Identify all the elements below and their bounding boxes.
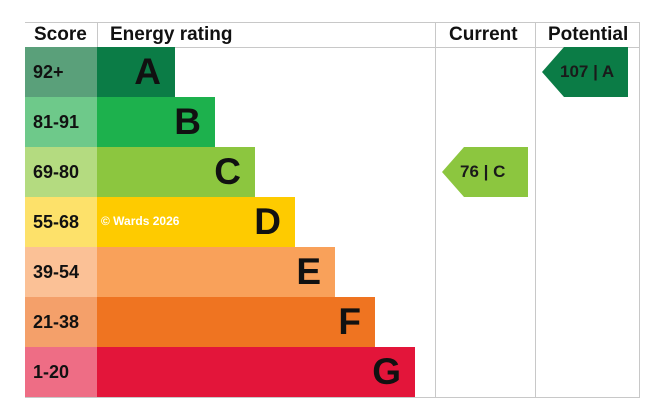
header-bottom-border xyxy=(25,47,639,48)
score-column-divider xyxy=(97,22,98,47)
rating-bar-b: B xyxy=(97,97,215,147)
rating-letter-f: F xyxy=(338,301,361,342)
rating-letter-b: B xyxy=(174,101,201,142)
rating-bar-a: A xyxy=(97,47,175,97)
score-range-a: 92+ xyxy=(25,47,97,97)
header-current: Current xyxy=(449,24,518,45)
score-range-d: 55-68 xyxy=(25,197,97,247)
rating-letter-d: D xyxy=(254,201,281,242)
rating-letter-c: C xyxy=(214,151,241,192)
rating-bar-d: D xyxy=(97,197,295,247)
rating-letter-g: G xyxy=(372,351,401,392)
current-rating-arrow-shape xyxy=(442,147,528,197)
score-range-g: 1-20 xyxy=(25,347,97,397)
right-border xyxy=(639,22,640,398)
rating-bar-e: E xyxy=(97,247,335,297)
current-rating-label: 76 | C xyxy=(460,162,506,181)
watermark: © Wards 2026 xyxy=(101,214,180,228)
score-range-f: 21-38 xyxy=(25,297,97,347)
rating-bar-g: G xyxy=(97,347,415,397)
rating-bar-c: C xyxy=(97,147,255,197)
current-rating-arrow xyxy=(442,147,528,197)
rating-bar-f: F xyxy=(97,297,375,347)
potential-rating-arrow-shape xyxy=(542,47,628,97)
potential-rating-arrow xyxy=(542,47,628,97)
score-range-e: 39-54 xyxy=(25,247,97,297)
header-potential: Potential xyxy=(548,24,629,45)
rating-column-divider xyxy=(435,22,436,398)
chart-bottom-border xyxy=(25,397,639,398)
score-range-c: 69-80 xyxy=(25,147,97,197)
score-range-b: 81-91 xyxy=(25,97,97,147)
potential-rating-label: 107 | A xyxy=(560,62,615,81)
rating-letter-e: E xyxy=(296,251,321,292)
header-energy-rating: Energy rating xyxy=(110,24,233,45)
header-score: Score xyxy=(34,24,87,45)
current-column-divider xyxy=(535,22,536,398)
rating-letter-a: A xyxy=(134,51,161,92)
header-top-border xyxy=(25,22,639,23)
